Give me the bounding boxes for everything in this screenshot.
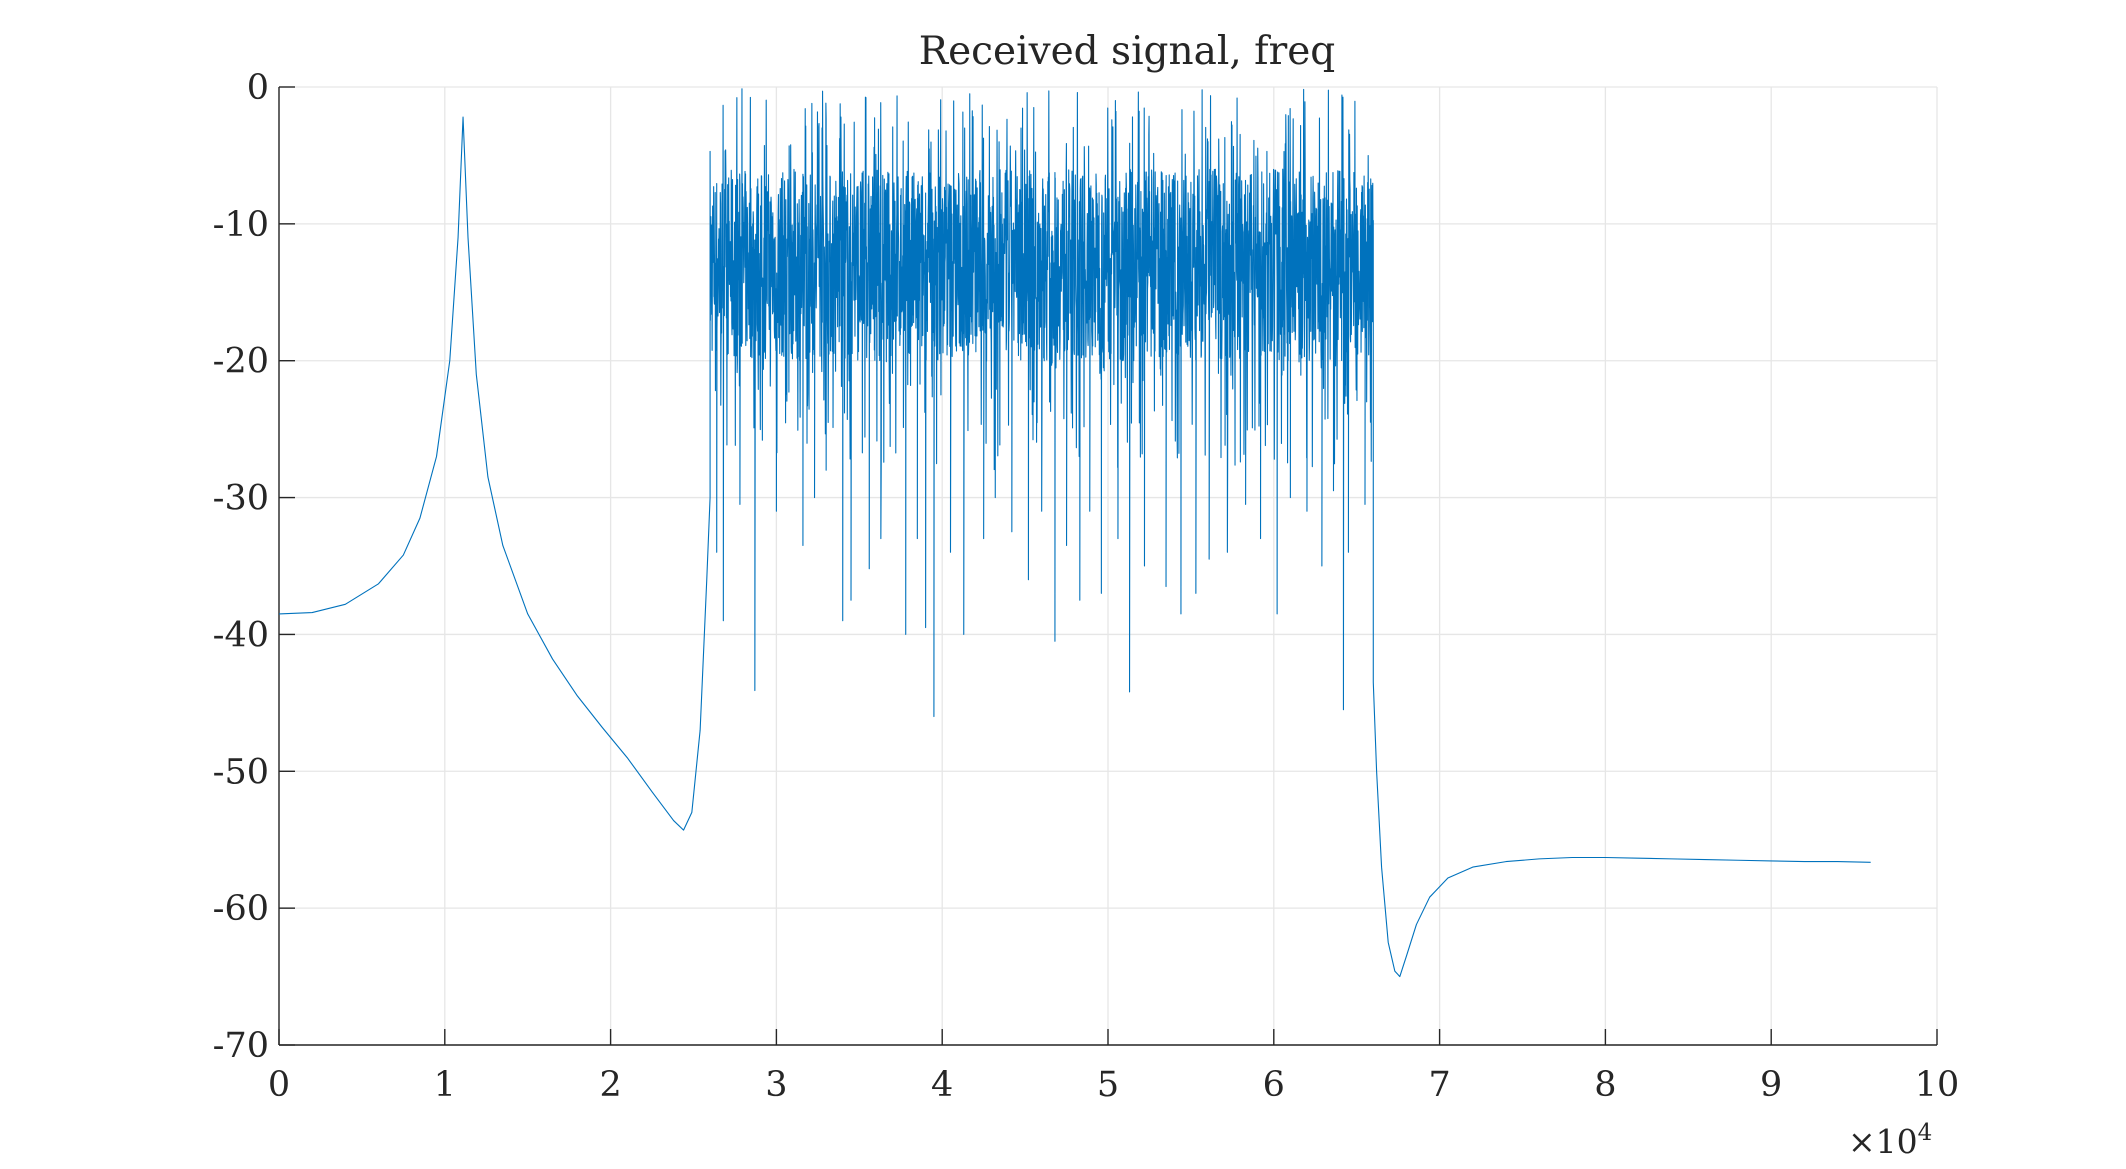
y-tick-label: -70 bbox=[213, 1026, 269, 1066]
x-tick-label: 2 bbox=[599, 1065, 621, 1105]
x-tick-label: 4 bbox=[931, 1065, 953, 1105]
y-tick-label: -30 bbox=[213, 479, 269, 519]
axes bbox=[278, 86, 1938, 1046]
x-tick-label: 10 bbox=[1915, 1065, 1960, 1105]
x-axis-exponent-base: ×10 bbox=[1848, 1122, 1918, 1161]
y-tick-label: -20 bbox=[213, 342, 269, 382]
plot-area bbox=[278, 88, 1871, 978]
x-tick-label: 0 bbox=[268, 1065, 290, 1105]
series-line bbox=[278, 88, 1871, 978]
x-tick-label: 7 bbox=[1428, 1065, 1450, 1105]
y-tick-label: -10 bbox=[213, 205, 269, 245]
x-tick-label: 8 bbox=[1594, 1065, 1616, 1105]
y-tick-label: 0 bbox=[247, 68, 269, 108]
x-tick-label: 5 bbox=[1097, 1065, 1119, 1105]
tick-labels: 0 1 2 3 4 5 6 7 8 9 10 0 -10 -20 -30 -40 -50 -60 -70 bbox=[213, 68, 1960, 1105]
x-axis-exponent: ×104 bbox=[1848, 1120, 1932, 1161]
chart-title: Received signal, freq bbox=[919, 29, 1336, 74]
y-tick-label: -50 bbox=[213, 752, 269, 792]
x-tick-label: 6 bbox=[1263, 1065, 1285, 1105]
x-tick-label: 1 bbox=[434, 1065, 456, 1105]
y-tick-label: -40 bbox=[213, 615, 269, 655]
x-tick-label: 3 bbox=[765, 1065, 787, 1105]
x-axis-exponent-power: 4 bbox=[1918, 1120, 1933, 1146]
y-tick-label: -60 bbox=[213, 889, 269, 929]
x-tick-label: 9 bbox=[1760, 1065, 1782, 1105]
